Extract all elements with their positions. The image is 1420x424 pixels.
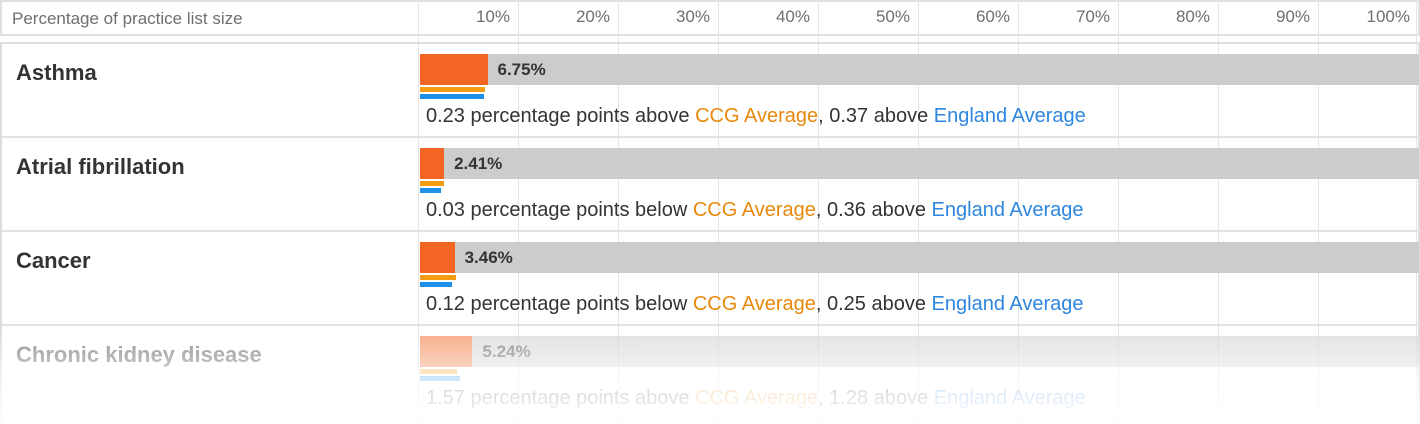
conditions-table: Asthma 6.75% 0.23 percentage points above … xyxy=(0,42,1420,424)
tick-label: 10% xyxy=(475,7,510,26)
value-bar xyxy=(420,54,488,85)
tick-label: 30% xyxy=(675,7,710,26)
comparison-text: 0.12 percentage points below CCG Average… xyxy=(426,293,1084,316)
condition-name: Chronic kidney disease xyxy=(16,342,262,367)
ccg-average-bar xyxy=(420,181,445,186)
gridline xyxy=(818,0,819,424)
condition-name: Atrial fibrillation xyxy=(16,154,185,179)
tick-label: 70% xyxy=(1075,7,1110,26)
value-label: 6.75% xyxy=(497,60,546,79)
gridline xyxy=(518,0,519,424)
value-label: 5.24% xyxy=(482,342,531,361)
bar-track xyxy=(420,54,1419,85)
tick-label: 40% xyxy=(775,7,810,26)
comparison-mid: , 1.28 above xyxy=(818,387,934,409)
gridline xyxy=(1416,0,1417,424)
comparison-mid: , 0.36 above xyxy=(815,199,932,221)
england-average-bar xyxy=(420,94,484,99)
comparison-prefix: 0.23 percentage points above xyxy=(426,105,696,127)
ccg-average-link[interactable]: CCG Average xyxy=(692,199,816,221)
value-bar xyxy=(420,242,455,273)
table-row[interactable]: Atrial fibrillation 2.41% 0.03 percentage … xyxy=(2,138,1420,232)
gridline xyxy=(1318,0,1319,424)
gridline xyxy=(918,0,919,424)
bar-track xyxy=(420,148,1419,179)
bar-track xyxy=(420,336,1419,367)
tick-label: 80% xyxy=(1175,7,1210,26)
ccg-average-bar xyxy=(420,275,456,280)
comparison-text: 1.57 percentage points above CCG Average… xyxy=(426,387,1086,410)
gridline xyxy=(1018,0,1019,424)
value-bar xyxy=(420,336,473,367)
axis-label: Percentage of practice list size xyxy=(12,9,243,28)
tick-label: 100% xyxy=(1366,7,1410,26)
comparison-text: 0.23 percentage points above CCG Average… xyxy=(426,105,1086,128)
table-row[interactable]: Asthma 6.75% 0.23 percentage points above … xyxy=(2,44,1420,138)
comparison-mid: , 0.25 above xyxy=(815,293,932,315)
england-average-link[interactable]: England Average xyxy=(931,293,1084,315)
ccg-average-bar xyxy=(420,369,457,374)
bar-track xyxy=(420,242,1419,273)
ccg-average-link[interactable]: CCG Average xyxy=(695,387,819,409)
gridline xyxy=(418,0,419,424)
england-average-bar xyxy=(420,376,460,381)
comparison-prefix: 0.12 percentage points below xyxy=(426,293,693,315)
comparison-prefix: 1.57 percentage points above xyxy=(426,387,696,409)
tick-label: 50% xyxy=(875,7,910,26)
table-row[interactable]: Cancer 3.46% 0.12 percentage points below … xyxy=(2,232,1420,326)
gridline xyxy=(718,0,719,424)
gridline xyxy=(1218,0,1219,424)
value-label: 2.41% xyxy=(454,154,503,173)
england-average-link[interactable]: England Average xyxy=(931,199,1084,221)
england-average-bar xyxy=(420,188,441,193)
condition-name: Asthma xyxy=(16,60,97,85)
tick-label: 20% xyxy=(575,7,610,26)
value-label: 3.46% xyxy=(464,248,513,267)
comparison-mid: , 0.37 above xyxy=(818,105,934,127)
ccg-average-bar xyxy=(420,87,486,92)
condition-name: Cancer xyxy=(16,248,91,273)
table-row[interactable]: Chronic kidney disease 5.24% 1.57 percenta… xyxy=(2,326,1420,420)
ccg-average-link[interactable]: CCG Average xyxy=(692,293,816,315)
england-average-link[interactable]: England Average xyxy=(933,105,1086,127)
gridline xyxy=(618,0,619,424)
value-bar xyxy=(420,148,445,179)
comparison-prefix: 0.03 percentage points below xyxy=(426,199,693,221)
tick-label: 60% xyxy=(975,7,1010,26)
england-average-bar xyxy=(420,282,453,287)
comparison-text: 0.03 percentage points below CCG Average… xyxy=(426,199,1084,222)
gridline xyxy=(1118,0,1119,424)
axis-header: Percentage of practice list size xyxy=(0,0,1420,36)
ccg-average-link[interactable]: CCG Average xyxy=(695,105,819,127)
england-average-link[interactable]: England Average xyxy=(933,387,1086,409)
tick-label: 90% xyxy=(1275,7,1310,26)
